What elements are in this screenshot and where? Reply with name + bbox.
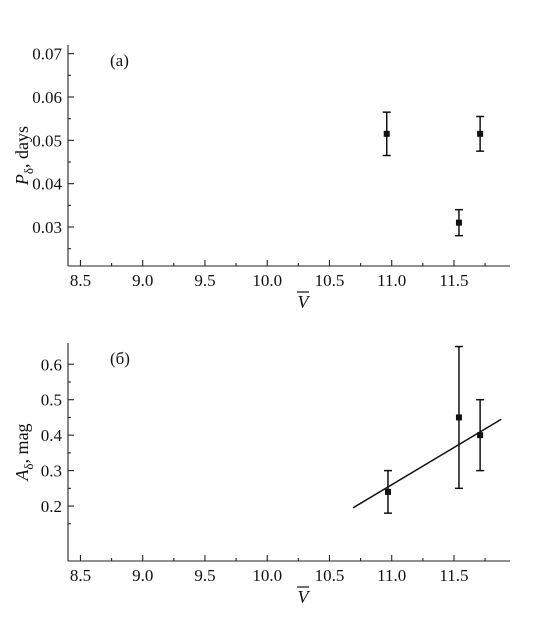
x-tick-label: 11.5 xyxy=(439,271,468,290)
y-tick-label: 0.06 xyxy=(32,88,62,107)
y-axis-label-subscript: δ xyxy=(21,168,36,174)
y-axis-label-unit: , mag xyxy=(12,423,32,463)
data-point xyxy=(455,219,462,226)
y-axis-label: Aδ, mag xyxy=(12,423,36,481)
y-axis-label-main: P xyxy=(12,174,32,186)
panel-a: 8.5 9.0 9.5 10.0 10.5 11.0 11.5 0.03 0.04 0.05 0.0… xyxy=(12,45,510,312)
data-point xyxy=(455,414,462,421)
y-tick-label: 0.4 xyxy=(41,426,63,445)
data-point xyxy=(477,432,484,439)
y-tick-label: 0.07 xyxy=(32,45,62,64)
panel-label: (a) xyxy=(110,51,129,70)
fit-line xyxy=(352,418,502,509)
y-axis-label: Pδ, days xyxy=(12,126,36,186)
panel-b: 8.5 9.0 9.5 10.0 10.5 11.0 11.5 0.2 0.3 0.4 0.5 0.6… xyxy=(12,343,510,607)
x-tick-label: 11.5 xyxy=(439,566,468,585)
y-tick-label: 0.3 xyxy=(41,462,62,481)
x-tick-label: 10.5 xyxy=(315,271,345,290)
data-point xyxy=(383,130,390,137)
x-tick-label: 9.5 xyxy=(194,566,215,585)
y-axis-label-subscript: δ xyxy=(21,463,36,469)
x-axis-label: V xyxy=(298,292,311,312)
x-tick-label: 9.5 xyxy=(194,271,215,290)
y-axis-label-unit: , days xyxy=(12,126,32,168)
x-tick-label: 11.0 xyxy=(377,566,406,585)
x-tick-label: 10.5 xyxy=(315,566,345,585)
x-tick-label: 9.0 xyxy=(132,271,153,290)
x-tick-label: 8.5 xyxy=(70,566,91,585)
y-tick-label: 0.2 xyxy=(41,497,62,516)
x-tick-label: 10.0 xyxy=(252,566,282,585)
y-axis-label-main: A xyxy=(12,469,32,482)
y-tick-label: 0.6 xyxy=(41,355,62,374)
data-point xyxy=(384,488,391,495)
x-tick-label: 8.5 xyxy=(70,271,91,290)
y-tick-label: 0.5 xyxy=(41,391,62,410)
y-tick-label: 0.05 xyxy=(32,131,62,150)
x-tick-label: 10.0 xyxy=(252,271,282,290)
data-point xyxy=(477,130,484,137)
panel-label: (б) xyxy=(110,349,130,368)
y-tick-label: 0.03 xyxy=(32,218,62,237)
x-tick-label: 11.0 xyxy=(377,271,406,290)
y-tick-label: 0.04 xyxy=(32,175,62,194)
x-axis-label: V xyxy=(298,587,311,607)
x-tick-label: 9.0 xyxy=(132,566,153,585)
